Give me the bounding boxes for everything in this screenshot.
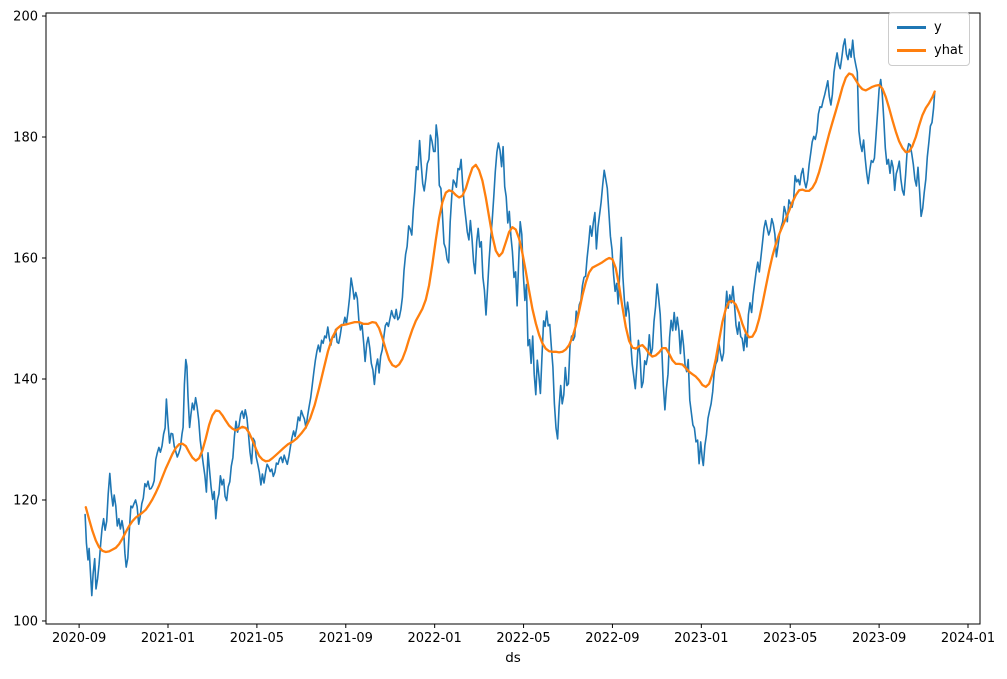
x-tick-label: 2022-01 <box>408 631 462 646</box>
legend-label-y: y <box>934 20 942 35</box>
y-tick-label: 120 <box>13 493 38 508</box>
x-axis-label: ds <box>505 650 521 666</box>
x-tick-label: 2022-05 <box>496 631 550 646</box>
legend-entry-y: y <box>897 20 960 35</box>
x-tick-label: 2021-01 <box>141 631 195 646</box>
y-series-line <box>84 38 936 597</box>
axes <box>42 12 981 628</box>
y-tick-label: 180 <box>13 131 38 146</box>
plot-area-border <box>45 12 981 625</box>
x-tick-label: 2022-09 <box>585 631 639 646</box>
legend: y yhat <box>888 12 970 66</box>
x-tick-label: 2023-05 <box>763 631 817 646</box>
x-tick-label: 2021-09 <box>319 631 373 646</box>
yhat-series-line <box>84 72 936 554</box>
series-lines <box>84 38 936 597</box>
x-tick-label: 2021-05 <box>230 631 284 646</box>
x-tick-label: 2020-09 <box>52 631 106 646</box>
y-tick-label: 200 <box>13 10 38 25</box>
x-tick-label: 2023-09 <box>852 631 906 646</box>
x-tick-label: 2023-01 <box>674 631 728 646</box>
legend-entry-yhat: yhat <box>897 43 963 58</box>
y-tick-label: 160 <box>13 252 38 267</box>
y-tick-label: 140 <box>13 372 38 387</box>
y-tick-label: 100 <box>13 614 38 629</box>
legend-label-yhat: yhat <box>934 43 963 58</box>
yhat-line-sample-icon <box>897 49 926 52</box>
tick-labels: 100 120 140 160 180 200 2020-09 2021-01 2021-05 2… <box>13 10 995 646</box>
x-tick-label: 2024-01 <box>941 631 995 646</box>
y-line-sample-icon <box>897 26 926 29</box>
